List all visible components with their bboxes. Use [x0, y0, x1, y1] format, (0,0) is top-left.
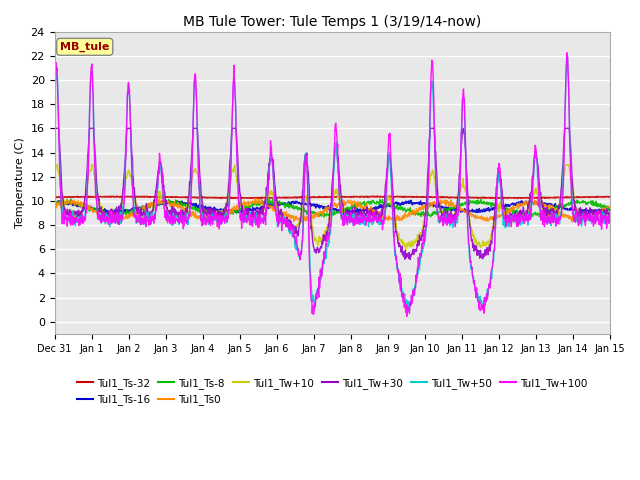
Title: MB Tule Tower: Tule Temps 1 (3/19/14-now): MB Tule Tower: Tule Temps 1 (3/19/14-now…: [183, 15, 481, 29]
Legend: Tul1_Ts-32, Tul1_Ts-16, Tul1_Ts-8, Tul1_Ts0, Tul1_Tw+10, Tul1_Tw+30, Tul1_Tw+50,: Tul1_Ts-32, Tul1_Ts-16, Tul1_Ts-8, Tul1_…: [73, 374, 591, 409]
Text: MB_tule: MB_tule: [60, 42, 109, 52]
Y-axis label: Temperature (C): Temperature (C): [15, 137, 25, 228]
